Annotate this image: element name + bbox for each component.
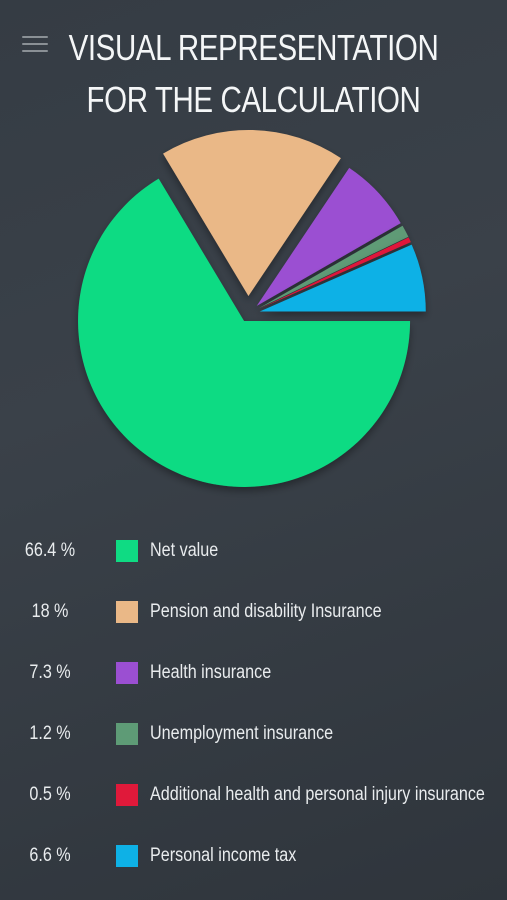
legend-item: 7.3 % Health insurance bbox=[0, 652, 507, 713]
legend-swatch bbox=[116, 723, 138, 745]
pie-slice-unemployment-insurance bbox=[258, 225, 409, 309]
legend-percent: 18 % bbox=[31, 601, 69, 622]
pie-slice-pension-and-disability-insurance bbox=[163, 130, 341, 297]
legend-percent: 1.2 % bbox=[29, 723, 71, 744]
legend-swatch bbox=[116, 784, 138, 806]
chart-legend: 66.4 % Net value 18 % Pension and disabilit… bbox=[0, 530, 507, 896]
legend-item: 18 % Pension and disability Insurance bbox=[0, 591, 507, 652]
legend-percent: 0.5 % bbox=[29, 784, 71, 805]
pie-slice-personal-income-tax bbox=[259, 244, 426, 312]
menu-icon[interactable] bbox=[22, 36, 48, 56]
legend-item: 6.6 % Personal income tax bbox=[0, 835, 507, 896]
legend-label: Additional health and personal injury in… bbox=[150, 784, 485, 805]
legend-label: Unemployment insurance bbox=[150, 723, 334, 744]
legend-swatch bbox=[116, 540, 138, 562]
legend-swatch bbox=[116, 662, 138, 684]
legend-label: Net value bbox=[150, 540, 219, 561]
legend-percent: 66.4 % bbox=[24, 540, 76, 561]
legend-label: Pension and disability Insurance bbox=[150, 601, 382, 622]
legend-label: Health insurance bbox=[150, 662, 272, 683]
pie-slice-health-insurance bbox=[256, 167, 401, 306]
legend-item: 66.4 % Net value bbox=[0, 530, 507, 591]
legend-swatch bbox=[116, 601, 138, 623]
chart-title: VISUAL REPRESENTATION FOR THE CALCULATIO… bbox=[68, 27, 439, 120]
legend-item: 1.2 % Unemployment insurance bbox=[0, 713, 507, 774]
pie-slice-net-value bbox=[78, 178, 411, 487]
legend-percent: 7.3 % bbox=[29, 662, 71, 683]
legend-item: 0.5 % Additional health and personal inju… bbox=[0, 774, 507, 835]
legend-percent: 6.6 % bbox=[29, 845, 71, 866]
pie-slice-additional-health-and-personal-injury-insurance bbox=[258, 237, 411, 309]
legend-label: Personal income tax bbox=[150, 845, 297, 866]
legend-swatch bbox=[116, 845, 138, 867]
pie-chart bbox=[78, 130, 426, 487]
